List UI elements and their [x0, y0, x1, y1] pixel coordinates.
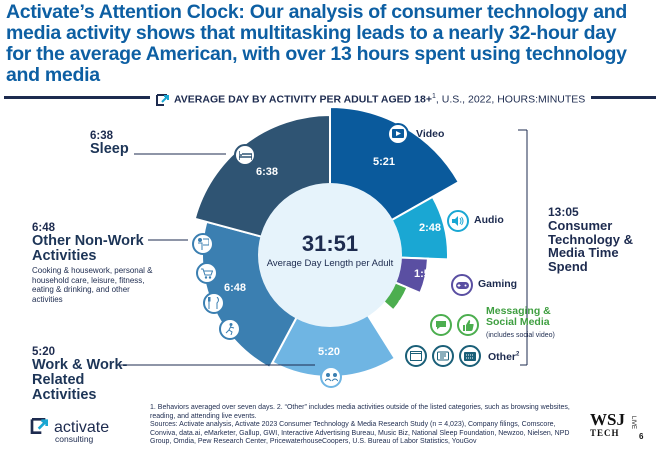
center-total: 31:51 [302, 231, 358, 256]
slice-label-other: 1:29 [378, 320, 401, 332]
center-label: Average Day Length per Adult [267, 258, 394, 269]
non-work-time: 6:48 [32, 222, 56, 234]
label-audio: Audio [474, 214, 504, 226]
meeting-icon [320, 366, 342, 388]
work-time: 5:20 [32, 346, 56, 358]
banner-sup: 1 [432, 93, 436, 100]
label-messaging-note: (includes social video) [486, 332, 555, 339]
label-messaging: Messaging & Social Media [486, 306, 556, 328]
pie-slice-work-work-related-activities [271, 253, 397, 378]
slice-label-audio: 2:48 [419, 222, 442, 234]
activate-mark-icon [156, 93, 169, 106]
keyboard-icon [459, 345, 481, 367]
banner-rest: , U.S., 2022, HOURS:MINUTES [435, 93, 586, 106]
teacher-icon [192, 233, 214, 255]
slice-label-non-work: 6:48 [224, 282, 247, 294]
messaging-icon [430, 314, 452, 336]
activate-logo-icon [30, 418, 48, 434]
leader-summary [518, 129, 528, 366]
other-sup: 2 [516, 351, 520, 358]
non-work-name: Other Non-Work Activities [32, 233, 144, 264]
headline: Activate’s Attention Clock: Our analysis… [6, 1, 627, 86]
pie-slice-messaging-social-media [329, 254, 409, 312]
footnotes: 1. Behaviors averaged over seven days. 2… [150, 404, 580, 447]
bed-icon [234, 144, 256, 166]
video-icon [387, 123, 409, 145]
work-name: Work & Work-Related Activities [32, 357, 128, 403]
page-number: 6 [639, 432, 644, 441]
pie-slice-sleep [193, 113, 331, 257]
other-name: Other [488, 351, 517, 363]
wsj-tech-live-logo: WSJ TECH LIVE [590, 410, 636, 438]
slice-label-messaging: 1:37 [398, 298, 421, 310]
footnote-1: 1. Behaviors averaged over seven days. 2… [150, 404, 570, 420]
label-sleep: 6:38 Sleep [90, 130, 129, 157]
cart-icon [196, 262, 218, 284]
footnote-sources: Sources: Activate analysis, Activate 202… [150, 421, 570, 445]
banner-title: AVERAGE DAY BY ACTIVITY PER ADULT AGED 1… [174, 93, 432, 106]
wsj-tech-text: TECH [590, 428, 620, 438]
non-work-desc: Cooking & housework, personal & househol… [32, 266, 153, 304]
slice-label-gaming: 1:50 [414, 268, 437, 280]
slice-label-work: 5:20 [318, 346, 341, 358]
gaming-icon [451, 274, 473, 296]
center-label-line1: Average Day Length per Adult [267, 258, 394, 269]
pie-slice-other [329, 254, 386, 318]
center-circle [258, 183, 402, 327]
summary-time: 13:05 [548, 205, 579, 219]
label-non-work: 6:48 Other Non-Work Activities Cooking &… [32, 222, 162, 304]
label-other: Other2 [488, 351, 519, 363]
exercise-icon [219, 318, 241, 340]
logo-name: activate [54, 419, 110, 436]
sleep-name: Sleep [90, 141, 129, 157]
wsj-live-text: LIVE [630, 416, 636, 430]
audio-icon [447, 210, 469, 232]
slice-label-sleep: 6:38 [256, 166, 279, 178]
activate-logo: activate consulting [30, 418, 109, 444]
chart-banner: AVERAGE DAY BY ACTIVITY PER ADULT AGED 1… [150, 88, 592, 106]
label-gaming: Gaming [478, 278, 518, 290]
dining-icon [203, 292, 225, 314]
messaging-name: Messaging & Social Media [486, 305, 551, 328]
ticket-icon [432, 345, 454, 367]
sleep-time: 6:38 [90, 130, 114, 142]
wsj-text: WSJ [590, 410, 625, 429]
label-video: Video [416, 128, 445, 140]
browser-icon [405, 345, 427, 367]
summary-label: 13:05 Consumer Technology & Media Time S… [548, 205, 658, 273]
label-work: 5:20 Work & Work-Related Activities [32, 346, 152, 403]
thumbs-up-icon [457, 314, 479, 336]
logo-sub: consulting [55, 434, 94, 444]
slice-label-video: 5:21 [373, 156, 396, 168]
summary-name: Consumer Technology & Media Time Spend [548, 218, 633, 274]
